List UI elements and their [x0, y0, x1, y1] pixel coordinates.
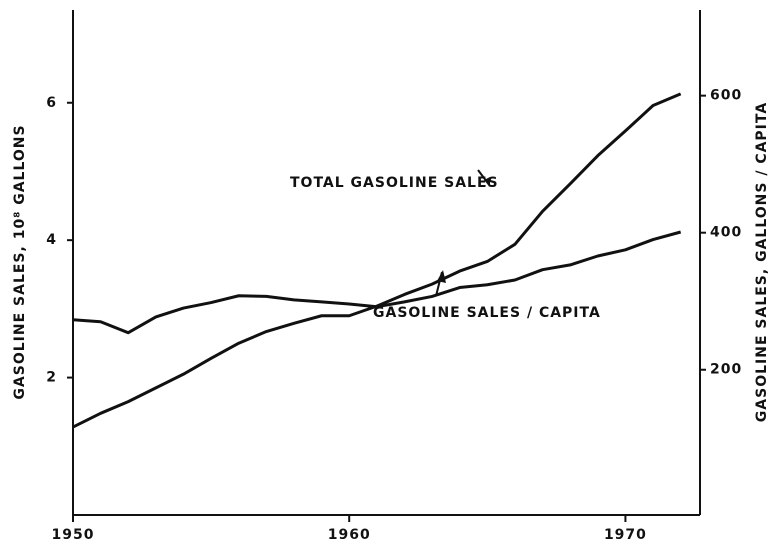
y-tick-label: 4 [46, 232, 57, 248]
line-series [72, 230, 682, 335]
y2-tick-label: 400 [710, 225, 742, 241]
y2-tick-label: 600 [710, 88, 742, 104]
line-series [72, 92, 682, 429]
annotation-arrowhead [484, 177, 490, 186]
x-tick-label: 1950 [52, 527, 95, 543]
y-tick-label: 2 [46, 370, 57, 386]
x-tick-label: 1970 [604, 527, 647, 543]
x-tick-label: 1960 [328, 527, 371, 543]
y2-axis-label: GASOLINE SALES, GALLONS / CAPITA [754, 102, 770, 422]
y-axis-label: GASOLINE SALES, 10⁸ GALLONS [12, 124, 28, 399]
annotation: GASOLINE SALES / CAPITA [373, 305, 601, 321]
y-tick-label: 6 [46, 95, 57, 111]
annotation: TOTAL GASOLINE SALES [290, 175, 499, 191]
y2-tick-label: 200 [710, 362, 742, 378]
